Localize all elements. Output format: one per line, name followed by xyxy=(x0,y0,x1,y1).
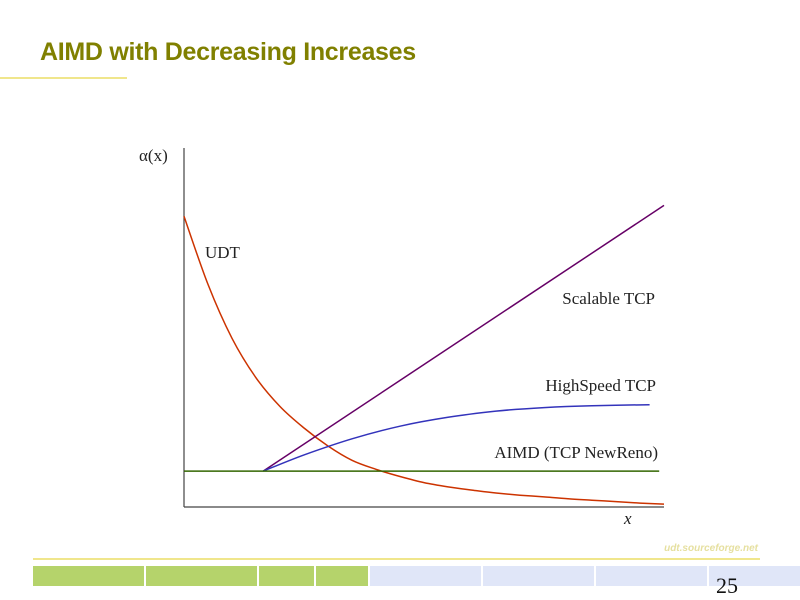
title-underline xyxy=(0,77,127,79)
progress-segment xyxy=(259,566,314,586)
slide-title: AIMD with Decreasing Increases xyxy=(40,38,416,66)
footer-source-link: udt.sourceforge.net xyxy=(664,543,758,554)
series-label-udt: UDT xyxy=(205,243,241,262)
series-line-highspeed-tcp xyxy=(262,403,650,472)
x-axis-label: x xyxy=(623,509,632,528)
series-label-highspeed-tcp: HighSpeed TCP xyxy=(545,376,656,395)
footer-divider xyxy=(33,558,760,560)
chart-axes: α(x) x xyxy=(139,146,664,528)
series-label-scalable-tcp: Scalable TCP xyxy=(562,289,655,308)
page-number: 25 xyxy=(716,573,738,598)
progress-segment xyxy=(370,566,481,586)
progress-segment xyxy=(709,566,800,586)
series-line-udt xyxy=(183,215,665,505)
y-axis-label: α(x) xyxy=(139,146,168,165)
chart-series xyxy=(183,204,665,505)
progress-segment xyxy=(33,566,144,586)
series-label-aimd-tcp-newreno: AIMD (TCP NewReno) xyxy=(494,443,658,462)
series-line-scalable-tcp xyxy=(262,204,665,472)
progress-segment xyxy=(146,566,257,586)
chart-labels: UDT Scalable TCP HighSpeed TCP AIMD (TCP Ne… xyxy=(205,243,658,462)
progress-segment xyxy=(316,566,368,586)
slide-progress-bar xyxy=(33,566,800,586)
progress-segment xyxy=(483,566,594,586)
progress-segment xyxy=(596,566,707,586)
